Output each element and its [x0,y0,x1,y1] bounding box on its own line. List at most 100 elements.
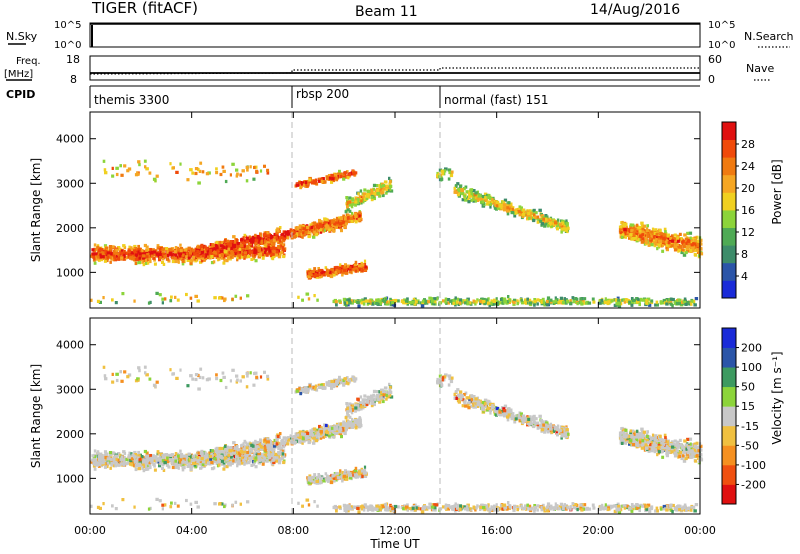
power-cell [105,246,109,250]
power-cell [186,253,189,257]
power-cell [534,211,538,215]
velocity-cell [115,460,118,464]
power-cell [209,243,213,247]
power-cell [638,225,642,229]
power-cell [306,227,310,231]
power-cell [101,251,105,255]
power-cell [539,219,543,223]
velocity-cell [152,462,156,466]
power-cell [330,180,334,184]
velocity-cell [269,451,273,455]
velocity-cell [236,464,239,468]
velocity-cell [110,458,113,462]
power-cell [365,196,369,200]
power-cell [501,297,504,301]
velocity-cell [94,460,98,464]
power-cell [339,175,343,179]
power-cell [104,249,108,254]
power-cell [331,268,335,272]
power-cell [626,233,629,237]
power-cell [103,259,107,263]
power-cell [370,198,374,202]
power-cell [216,242,221,246]
power-cell [507,207,511,211]
beam-label: Beam 11 [355,4,418,20]
power-cell [653,244,657,248]
y-tick-label: 3000 [56,177,84,190]
velocity-cell [138,462,141,466]
power-cell [169,247,173,251]
power-cell [554,296,557,300]
power-cell [171,256,174,260]
power-cell [175,170,179,174]
velocity-cell [179,455,183,459]
power-cell [569,299,572,303]
power-cell [302,183,306,187]
velocity-cell [137,450,140,455]
power-cell [309,223,313,227]
power-cell [671,239,675,243]
power-cell [327,228,331,232]
power-cell [461,192,465,196]
power-cell [340,269,343,273]
velocity-cell [278,458,282,462]
velocity-cell [242,458,246,463]
power-cell [161,248,165,252]
power-cell [193,257,197,261]
power-cell [311,269,315,273]
power-cell [440,177,444,181]
velocity-cell [99,459,102,463]
power-cell [472,197,475,201]
power-cell [447,168,452,172]
power-cell [174,246,178,250]
power-cell [313,230,316,234]
power-cell [323,221,326,225]
power-cell [632,231,637,235]
power-cell [245,236,249,240]
power-cell [200,259,204,263]
velocity-cell [275,459,278,463]
power-cell [699,246,703,250]
power-cell [699,238,703,242]
velocity-cell [176,463,180,467]
power-cell [159,256,162,260]
power-cell [641,237,645,241]
power-cell [690,243,694,247]
velocity-cell [134,464,139,468]
power-cell [562,227,567,231]
power-cell [235,243,240,247]
power-cell [161,297,165,301]
power-cell [194,294,198,298]
power-cell [111,245,115,249]
colorbar-swatch [722,139,736,158]
velocity-cell [162,468,166,472]
velocity-cell [220,462,224,466]
power-cell [133,249,137,253]
power-cell [255,169,259,173]
power-cell [241,169,245,173]
power-cell [280,235,284,240]
velocity-cell [166,456,169,460]
velocity-cell [257,461,261,465]
power-cell [102,296,105,300]
power-cell [338,225,343,230]
velocity-cell [277,447,281,451]
power-cell [456,182,460,186]
power-cell [187,256,191,260]
power-cell [170,295,173,299]
power-cell [662,232,666,237]
velocity-cell [235,455,238,459]
power-cell [346,264,350,268]
freq-label-line1: Freq. [16,56,41,67]
power-cell [243,233,247,237]
power-cell [699,252,704,256]
power-cell [503,300,507,304]
power-cell [133,255,137,259]
power-cell [184,248,188,252]
power-cell [179,162,182,166]
power-cell [411,300,415,304]
power-cell [462,299,465,303]
power-cell [229,173,232,177]
power-cell [508,298,512,302]
